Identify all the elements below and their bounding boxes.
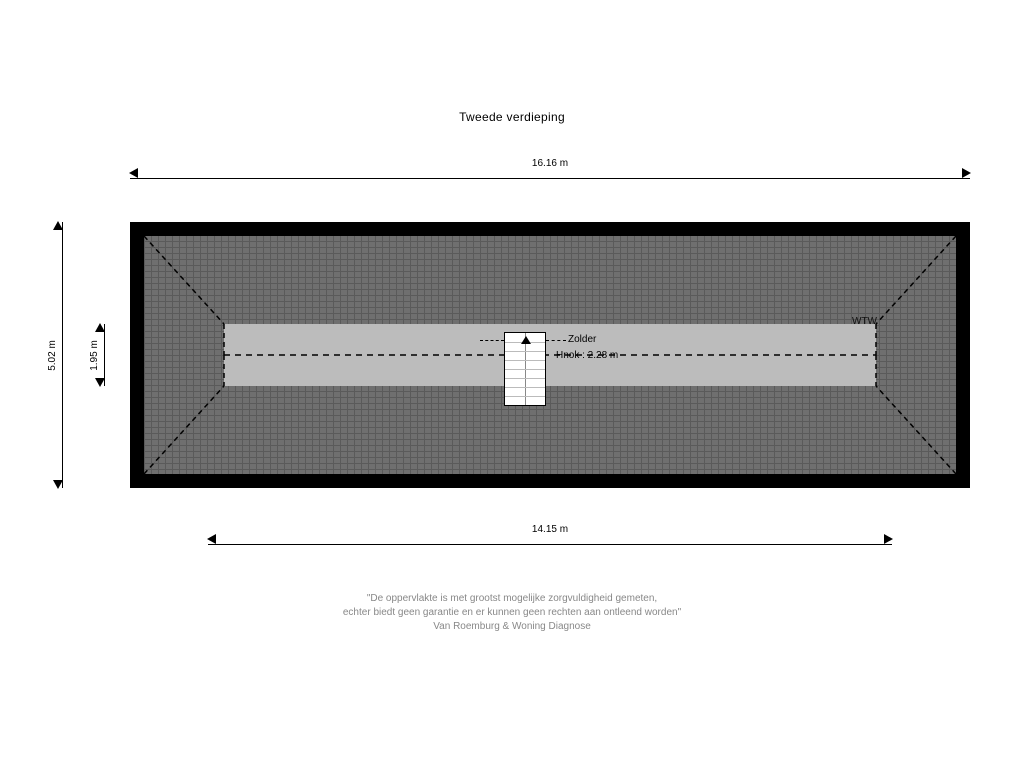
stair-opening xyxy=(504,332,546,406)
dimension-inner-height: 1.95 m xyxy=(98,324,110,386)
stair-arrow-icon xyxy=(521,336,531,344)
roof xyxy=(144,236,956,474)
dimension-top-width: 16.16 m xyxy=(130,172,970,184)
roof-slope-bottom xyxy=(144,386,956,474)
leader-line-r xyxy=(546,340,566,341)
ridge-height-label: Hnok : 2.28 m xyxy=(556,350,618,361)
wtw-label: WTW xyxy=(852,316,877,327)
room-label: Zolder xyxy=(568,334,596,345)
page-title: Tweede verdieping xyxy=(0,110,1024,124)
dimension-bottom-width: 14.15 m xyxy=(208,538,892,550)
dimension-top-width-label: 16.16 m xyxy=(526,158,574,169)
roof-svg xyxy=(144,236,956,474)
floorplan-canvas: Tweede verdieping 16.16 m 14.15 m 5.02 m… xyxy=(0,0,1024,768)
disclaimer-line1: "De oppervlakte is met grootst mogelijke… xyxy=(0,592,1024,606)
disclaimer-line3: Van Roemburg & Woning Diagnose xyxy=(0,620,1024,634)
dimension-bottom-width-label: 14.15 m xyxy=(526,524,574,535)
dimension-outer-height-label: 5.02 m xyxy=(47,334,58,377)
leader-line xyxy=(480,340,504,341)
disclaimer-line2: echter biedt geen garantie en er kunnen … xyxy=(0,606,1024,620)
dimension-outer-height: 5.02 m xyxy=(56,222,68,488)
building-outline xyxy=(130,222,970,488)
disclaimer: "De oppervlakte is met grootst mogelijke… xyxy=(0,592,1024,634)
roof-slope-top xyxy=(144,236,956,324)
dimension-inner-height-label: 1.95 m xyxy=(89,334,100,377)
